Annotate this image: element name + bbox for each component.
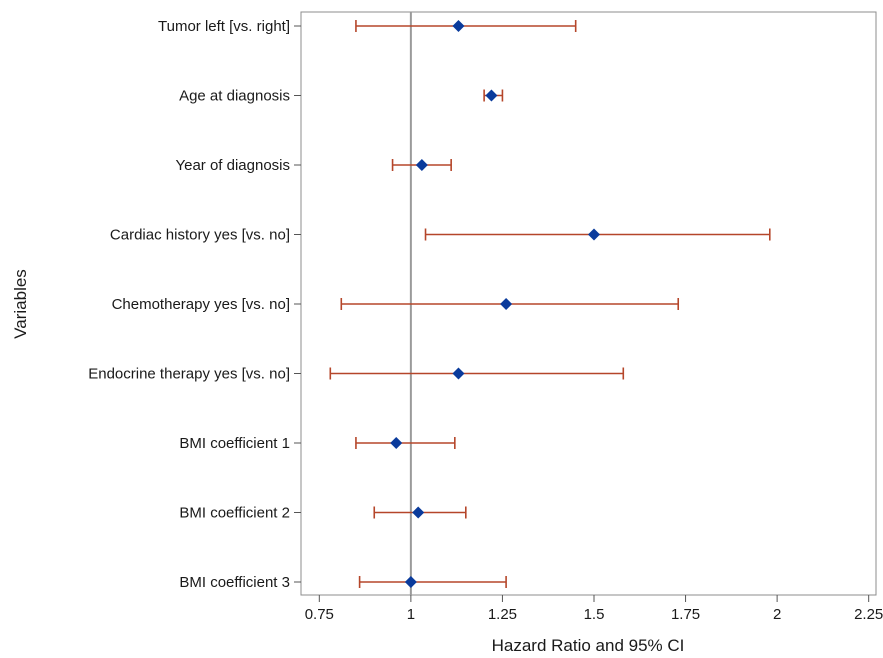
hazard-ratio-marker	[500, 298, 513, 310]
ci-bar	[329, 367, 625, 380]
x-ticks: 0.75 1 1.25 1.5 1.75 2 2.25	[305, 595, 883, 623]
category-label: Tumor left [vs. right]	[158, 18, 290, 35]
category-label: BMI coefficient 3	[179, 574, 290, 591]
hazard-ratio-marker	[390, 437, 403, 449]
x-tick-label: 1	[407, 606, 415, 623]
hazard-ratio-marker	[452, 20, 465, 32]
category-label: Cardiac history yes [vs. no]	[110, 227, 290, 244]
x-axis-title: Hazard Ratio and 95% CI	[492, 636, 685, 655]
x-tick-label: 0.75	[305, 606, 334, 623]
x-tick-label: 1.25	[488, 606, 517, 623]
x-tick-label: 1.75	[671, 606, 700, 623]
hazard-ratio-marker	[485, 89, 498, 102]
x-tick-label: 2.25	[854, 606, 883, 623]
hazard-ratio-marker	[587, 228, 600, 241]
confidence-intervals	[329, 20, 771, 588]
y-ticks: Tumor left [vs. right] Age at diagnosis Ye…	[88, 18, 301, 591]
hazard-ratio-marker	[415, 159, 428, 171]
y-axis-title: Variables	[11, 269, 30, 339]
x-tick-label: 2	[773, 606, 781, 623]
category-label: Year of diagnosis	[175, 157, 290, 174]
ci-bar	[355, 437, 456, 449]
category-label: BMI coefficient 2	[179, 505, 290, 522]
category-label: Chemotherapy yes [vs. no]	[112, 296, 290, 313]
x-tick-label: 1.5	[584, 606, 605, 623]
hazard-ratio-marker	[452, 367, 465, 380]
category-label: Age at diagnosis	[179, 88, 290, 105]
category-label: BMI coefficient 1	[179, 435, 290, 452]
ci-bar	[358, 576, 507, 588]
estimate-markers	[390, 20, 600, 588]
category-label: Endocrine therapy yes [vs. no]	[88, 366, 290, 383]
ci-bar	[355, 20, 577, 32]
hazard-ratio-marker	[412, 506, 425, 519]
hazard-ratio-marker	[404, 576, 417, 588]
